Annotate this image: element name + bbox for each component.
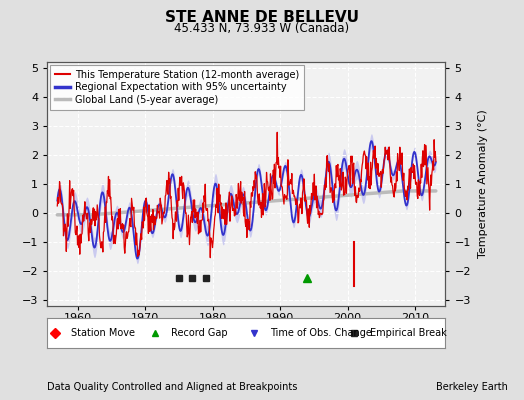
Legend: This Temperature Station (12-month average), Regional Expectation with 95% uncer: This Temperature Station (12-month avera… bbox=[50, 65, 304, 110]
Text: Empirical Break: Empirical Break bbox=[370, 328, 446, 338]
Text: Data Quality Controlled and Aligned at Breakpoints: Data Quality Controlled and Aligned at B… bbox=[47, 382, 298, 392]
Text: Station Move: Station Move bbox=[71, 328, 135, 338]
Y-axis label: Temperature Anomaly (°C): Temperature Anomaly (°C) bbox=[478, 110, 488, 258]
Text: Record Gap: Record Gap bbox=[171, 328, 227, 338]
Text: STE ANNE DE BELLEVU: STE ANNE DE BELLEVU bbox=[165, 10, 359, 25]
Text: Berkeley Earth: Berkeley Earth bbox=[436, 382, 508, 392]
Text: Time of Obs. Change: Time of Obs. Change bbox=[270, 328, 372, 338]
Text: 45.433 N, 73.933 W (Canada): 45.433 N, 73.933 W (Canada) bbox=[174, 22, 350, 35]
